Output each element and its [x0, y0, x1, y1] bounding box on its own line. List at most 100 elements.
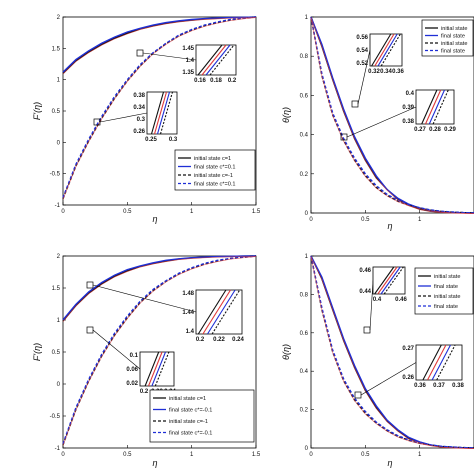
inset-y-tick-label: 0.06 [126, 367, 138, 373]
legend-entry: final state [441, 34, 465, 40]
inset-x-tick-label: 0.27 [414, 127, 426, 133]
series-highlight-line [62, 17, 257, 200]
x-tick-label: 1.5 [252, 209, 261, 215]
y-axis-label: θ(η) [281, 107, 291, 123]
y-tick-label: 0.4 [300, 369, 309, 375]
zoom-connector-line [346, 106, 417, 138]
inset-series-line [156, 91, 171, 135]
inset-series-line [427, 344, 447, 381]
zoom-inset: 0.4 0.39 0.380.27 0.28 0.29 [340, 89, 456, 141]
y-axis-label: F'(η) [32, 343, 42, 361]
legend-entry: final state [434, 304, 458, 310]
inset-series-line [422, 344, 442, 381]
y-tick-label: 1 [305, 254, 309, 260]
zoom-connector-line [99, 112, 148, 123]
inset-series-line [380, 33, 401, 67]
y-tick-label: 1.5 [52, 46, 61, 52]
inset-x-tick-label: 0.18 [210, 78, 222, 84]
legend-entry: initial state [434, 294, 460, 300]
series-highlight-line [62, 256, 257, 446]
zoom-connector-line [357, 49, 371, 105]
inset-y-tick-label: 0.52 [356, 61, 368, 67]
inset-x-tick-label: 0.32 [368, 69, 380, 75]
x-tick-label: 1 [190, 452, 194, 458]
inset-x-tick-label: 0.37 [433, 383, 445, 389]
inset-x-tick-label: 0.28 [429, 127, 441, 133]
inset-series-line [197, 44, 223, 76]
y-tick-label: 1 [57, 318, 61, 324]
y-tick-label: 0.5 [52, 109, 61, 115]
legend-entry: final state c*=0.1 [194, 182, 236, 188]
inset-y-tick-label: 0.27 [402, 346, 414, 352]
legend-entry: final state c*=-0.1 [169, 408, 212, 414]
y-tick-label: 0.8 [300, 292, 309, 298]
zoom-connector-line [360, 362, 417, 396]
inset-x-tick-label: 0.24 [232, 337, 244, 343]
x-tick-label: 0 [61, 452, 65, 458]
legend: initial state final state initial state fin… [414, 267, 474, 315]
inset-y-tick-label: 1.4 [186, 58, 195, 64]
x-axis-label: η [153, 214, 158, 224]
inset-y-tick-label: 0.54 [356, 48, 368, 54]
inset-x-tick-label: 0.34 [380, 69, 392, 75]
inset-series-line [150, 91, 165, 135]
chart-panel-bottom-right: 00.20.40.60.810 0.5 1ηθ(η)0.460.440.4 0.460… [281, 254, 474, 468]
inset-series-line [431, 344, 451, 381]
inset-x-tick-label: 0.2 [140, 389, 149, 395]
inset-series-line [201, 44, 227, 76]
inset-frame [195, 289, 243, 335]
inset-y-tick-label: 0.3 [137, 117, 146, 123]
zoom-connector-line [92, 329, 141, 370]
zoom-inset: 0.38 0.34 0.3 0.260.25 0.3 [93, 91, 178, 143]
inset-y-tick-label: 0.02 [126, 381, 138, 387]
inset-series-line [432, 89, 449, 125]
inset-series-line [428, 89, 446, 125]
zoom-connector-line [369, 280, 374, 331]
inset-y-tick-label: 0.34 [133, 105, 145, 111]
x-tick-label: 0 [309, 452, 313, 458]
inset-y-tick-label: 0.38 [402, 119, 414, 125]
legend-entry: final state c*=0.1 [194, 165, 236, 171]
y-tick-label: 0 [305, 446, 309, 452]
legend: initial state c=1 final state c*=0.1 initi… [174, 149, 256, 191]
y-tick-label: -0.5 [50, 172, 61, 178]
inset-y-tick-label: 0.44 [359, 289, 371, 295]
inset-y-tick-label: 1.4 [186, 329, 195, 335]
inset-series-line [144, 351, 160, 387]
inset-series-line [374, 33, 395, 67]
inset-x-tick-label: 0.4 [373, 297, 382, 303]
x-tick-label: 1 [190, 209, 194, 215]
y-tick-label: 0.6 [300, 93, 309, 99]
zoom-inset: 0.46 0.440.4 0.46 [359, 266, 407, 334]
x-tick-label: 1 [418, 217, 422, 223]
zoom-inset: 1.45 1.4 1.350.16 0.18 0.2 [136, 44, 237, 84]
legend-entry: initial state c=-1 [169, 419, 208, 425]
inset-x-tick-label: 0.29 [444, 127, 456, 133]
x-axis-label: η [153, 458, 158, 468]
y-tick-label: 1 [57, 78, 61, 84]
inset-y-tick-label: 1.48 [182, 291, 194, 297]
legend-entry: initial state [441, 41, 467, 47]
zoom-connector-line [142, 52, 197, 61]
inset-series-line [380, 266, 401, 295]
inset-series-line [154, 351, 170, 387]
legend-box [149, 389, 255, 443]
inset-y-tick-label: 0.56 [356, 35, 368, 41]
legend: initial state c=1 final state c*=-0.1 init… [149, 389, 255, 443]
inset-y-tick-label: 0.38 [133, 93, 145, 99]
y-axis-label: F'(η) [32, 102, 42, 120]
inset-series-line [207, 289, 236, 335]
inset-series-line [421, 89, 438, 125]
inset-x-tick-label: 0.36 [392, 69, 404, 75]
series-highlight-line [310, 17, 474, 214]
inset-series-line [205, 44, 231, 76]
inset-series-line [209, 44, 235, 76]
x-tick-label: 0.5 [123, 209, 132, 215]
y-tick-label: -1 [55, 446, 61, 452]
zoom-inset: 0.27 0.260.36 0.37 0.38 [354, 344, 464, 399]
zoom-inset: 0.10.060.020.20.220.24 [86, 326, 176, 395]
y-tick-label: 1.5 [52, 286, 61, 292]
inset-y-tick-label: 0.46 [359, 268, 371, 274]
x-tick-label: 1 [418, 452, 422, 458]
y-tick-label: 0.8 [300, 54, 309, 60]
